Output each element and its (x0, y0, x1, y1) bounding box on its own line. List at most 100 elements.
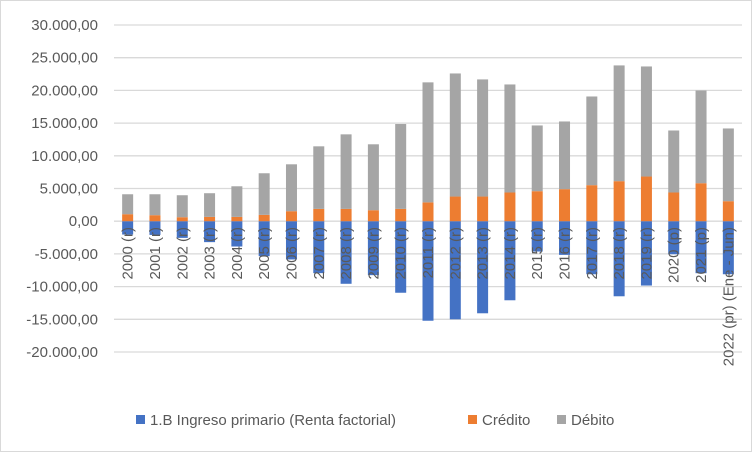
x-tick-label: 2003 (r) (202, 227, 219, 280)
legend: 1.B Ingreso primario (Renta factorial) Cr… (136, 412, 614, 429)
bar-debito (586, 96, 598, 186)
bar-ingreso-primario (722, 221, 734, 275)
x-tick-label: 2011 (r) (420, 227, 437, 278)
bar-debito (231, 186, 243, 217)
bar-credito (722, 201, 734, 222)
bar-credito (668, 192, 680, 222)
bar-credito (285, 211, 297, 222)
x-tick-label: 2001 (r) (147, 227, 164, 280)
bar-debito (204, 193, 216, 217)
bar-ingreso-primario (504, 221, 516, 301)
legend-label: Crédito (482, 412, 530, 429)
bars (122, 65, 734, 321)
bar-ingreso-primario (531, 221, 543, 252)
x-tick-label: 2000 (r) (120, 227, 137, 280)
bar-credito (640, 176, 652, 222)
x-tick-label: 2022 (pr) (Ene - Jun) (720, 227, 737, 366)
bar-debito (449, 73, 461, 197)
legend-label: 1.B Ingreso primario (Renta factorial) (150, 412, 396, 429)
bar-ingreso-primario (695, 221, 707, 274)
legend-swatch (468, 415, 477, 424)
bar-ingreso-primario (231, 221, 243, 247)
x-tick-label: 2020 (p) (666, 227, 683, 283)
y-tick-label: 20.000,00 (31, 82, 98, 99)
x-tick-label: 2002 (r) (174, 227, 191, 280)
y-tick-label: -10.000,00 (26, 279, 98, 296)
bar-credito (586, 185, 598, 222)
x-tick-label: 2004 (r) (229, 227, 246, 280)
x-tick-label: 2021 (p) (693, 227, 710, 283)
legend-swatch (136, 415, 145, 424)
bar-debito (258, 173, 270, 215)
bar-ingreso-primario (149, 221, 161, 235)
x-tick-label: 2013 (r) (475, 227, 492, 280)
bar-ingreso-primario (122, 221, 134, 235)
bar-ingreso-primario (668, 221, 680, 255)
legend-swatch (557, 415, 566, 424)
x-tick-label: 2006 (r) (283, 227, 300, 280)
bar-debito (422, 82, 434, 203)
bar-credito (613, 181, 625, 222)
y-tick-label: 30.000,00 (31, 17, 98, 34)
y-tick-label: -5.000,00 (35, 246, 98, 263)
bar-credito (449, 196, 461, 222)
bar-debito (504, 84, 516, 193)
bar-credito (231, 216, 243, 222)
x-tick-label: 2015 (r) (529, 227, 546, 280)
x-tick-label: 2009 (r) (365, 227, 382, 280)
bar-debito (313, 146, 325, 209)
x-axis-tick-labels: 2000 (r) 2001 (r) 2002 (r) 2003 (r) 2004 (r)… (120, 227, 738, 366)
bar-ingreso-primario (640, 221, 652, 286)
bar-ingreso-primario (285, 221, 297, 260)
bar-debito (668, 130, 680, 193)
bar-credito (395, 208, 407, 222)
x-tick-label: 2017 (r) (584, 227, 601, 280)
bar-debito (722, 128, 734, 202)
bar-ingreso-primario (559, 221, 571, 255)
bar-ingreso-primario (422, 221, 434, 321)
y-tick-label: 0,00 (69, 213, 98, 230)
bar-ingreso-primario (313, 221, 325, 274)
y-tick-label: 15.000,00 (31, 115, 98, 132)
bar-credito (313, 208, 325, 222)
bar-ingreso-primario (258, 221, 270, 257)
bar-ingreso-primario (395, 221, 407, 293)
bar-ingreso-primario (449, 221, 461, 320)
bar-ingreso-primario (367, 221, 379, 276)
bar-credito (695, 183, 707, 222)
bar-debito (640, 66, 652, 177)
bar-debito (285, 164, 297, 212)
bar-credito (122, 214, 134, 222)
x-tick-label: 2012 (r) (447, 227, 464, 280)
bar-ingreso-primario (176, 221, 188, 238)
x-tick-label: 2010 (r) (393, 227, 410, 280)
bar-debito (367, 144, 379, 211)
y-tick-label: 25.000,00 (31, 50, 98, 67)
bar-debito (531, 125, 543, 192)
bar-ingreso-primario (477, 221, 489, 314)
bar-credito (559, 189, 571, 222)
y-tick-label: -20.000,00 (26, 344, 98, 361)
bar-credito (204, 216, 216, 222)
x-tick-label: 2005 (r) (256, 227, 273, 280)
bar-debito (695, 90, 707, 184)
x-tick-label: 2016 (r) (557, 227, 574, 280)
bar-debito (613, 65, 625, 182)
bar-credito (422, 202, 434, 222)
bar-debito (122, 194, 134, 215)
x-tick-label: 2018 (r) (611, 227, 628, 280)
y-axis-tick-labels: 30.000,00 25.000,00 20.000,00 15.000,00 10.0… (26, 17, 98, 361)
x-tick-label: 2007 (r) (311, 227, 328, 280)
bar-debito (559, 121, 571, 190)
x-tick-label: 2019 (r) (638, 227, 655, 280)
bar-credito (531, 191, 543, 222)
bar-ingreso-primario (613, 221, 625, 297)
bar-credito (149, 215, 161, 222)
bar-ingreso-primario (204, 221, 216, 243)
y-tick-label: -15.000,00 (26, 311, 98, 328)
bar-credito (176, 217, 188, 222)
bar-credito (340, 208, 352, 222)
bar-ingreso-primario (586, 221, 598, 275)
